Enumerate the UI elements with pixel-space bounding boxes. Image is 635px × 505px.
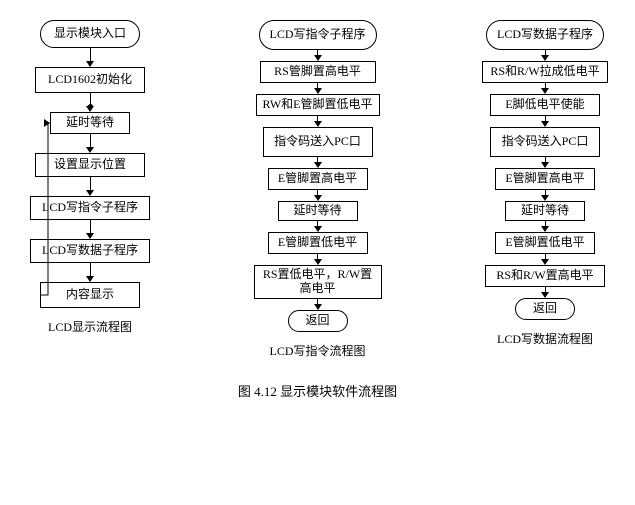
node-label: RS置低电平，R/W置高电平 [259,268,377,296]
flow-arrow [314,83,322,94]
terminal-node: LCD写指令子程序 [259,20,377,50]
flow-arrow [541,190,549,201]
node-label: E管脚置高电平 [505,172,584,186]
flow-arrow [314,157,322,168]
node-label: LCD写数据子程序 [497,28,593,42]
process-node: E管脚置高电平 [495,168,595,190]
node-label: 指令码送入PC口 [502,135,589,149]
node-label: E管脚置低电平 [278,236,357,250]
node-label: LCD写指令子程序 [269,28,365,42]
flowchart-column: 显示模块入口 LCD1602初始化延时等待设置显示位置 LCD写指令子程序 LCD写数… [10,20,170,335]
node-label: 延时等待 [293,204,341,218]
flow-arrow [314,116,322,127]
node-label: 延时等待 [66,116,114,130]
flow-arrow [314,299,322,310]
flow-arrow [86,93,94,112]
process-node: RS管脚置高电平 [260,61,376,83]
flow-arrow [541,221,549,232]
process-node: LCD1602初始化 [35,67,145,93]
flow-arrow [314,221,322,232]
flow-arrow [86,263,94,282]
process-node: E脚低电平使能 [490,94,600,116]
node-label: E管脚置低电平 [505,236,584,250]
node-label: 内容显示 [66,288,114,302]
node-label: RS管脚置高电平 [274,65,361,79]
process-node: LCD写数据子程序 [30,239,150,263]
process-node: RS置低电平，R/W置高电平 [254,265,382,299]
terminal-node: 返回 [515,298,575,320]
flow-arrow [541,50,549,61]
flow-arrow [541,157,549,168]
column-title: LCD写指令流程图 [269,342,365,359]
terminal-node: LCD写数据子程序 [486,20,604,50]
process-node: E管脚置低电平 [268,232,368,254]
node-label: LCD1602初始化 [48,73,132,87]
process-node: 指令码送入PC口 [263,127,373,157]
node-label: LCD写数据子程序 [42,244,138,258]
node-label: 显示模块入口 [54,27,126,41]
process-node: 延时等待 [278,201,358,221]
process-node: RS和R/W拉成低电平 [482,61,608,83]
node-label: 返回 [305,314,329,328]
flow-arrow [541,287,549,298]
process-node: E管脚置高电平 [268,168,368,190]
terminal-node: 返回 [288,310,348,332]
flow-arrow [541,116,549,127]
process-node: 延时等待 [50,112,130,134]
process-node: 内容显示 [40,282,140,308]
node-label: RW和E管脚置低电平 [263,98,373,112]
node-label: RS和R/W拉成低电平 [490,65,599,79]
flow-arrow [314,50,322,61]
process-node: 指令码送入PC口 [490,127,600,157]
flowchart-column: LCD写数据子程序 RS和R/W拉成低电平 E脚低电平使能指令码送入PC口 E管脚置高… [465,20,625,347]
flowchart-column: LCD写指令子程序 RS管脚置高电平 RW和E管脚置低电平指令码送入PC口 E管脚置高… [238,20,398,359]
junction-dot [88,104,93,109]
column-title: LCD显示流程图 [48,318,132,335]
process-node: LCD写指令子程序 [30,196,150,220]
flow-arrow [541,83,549,94]
figure-caption: 图 4.12 显示模块软件流程图 [10,381,625,400]
process-node: 延时等待 [505,201,585,221]
node-label: LCD写指令子程序 [42,201,138,215]
process-node: E管脚置低电平 [495,232,595,254]
node-label: E管脚置高电平 [278,172,357,186]
terminal-node: 显示模块入口 [40,20,140,48]
column-title: LCD写数据流程图 [497,330,593,347]
flow-arrow [86,48,94,67]
node-label: 延时等待 [521,204,569,218]
process-node: RW和E管脚置低电平 [256,94,380,116]
node-label: 指令码送入PC口 [274,135,361,149]
flow-arrow [86,220,94,239]
process-node: RS和R/W置高电平 [485,265,605,287]
flow-arrow [86,177,94,196]
flow-arrow [314,190,322,201]
node-label: E脚低电平使能 [505,98,584,112]
process-node: 设置显示位置 [35,153,145,177]
flow-arrow [541,254,549,265]
flow-arrow [314,254,322,265]
node-label: 设置显示位置 [54,158,126,172]
node-label: 返回 [533,302,557,316]
flow-arrow [86,134,94,153]
node-label: RS和R/W置高电平 [496,269,593,283]
